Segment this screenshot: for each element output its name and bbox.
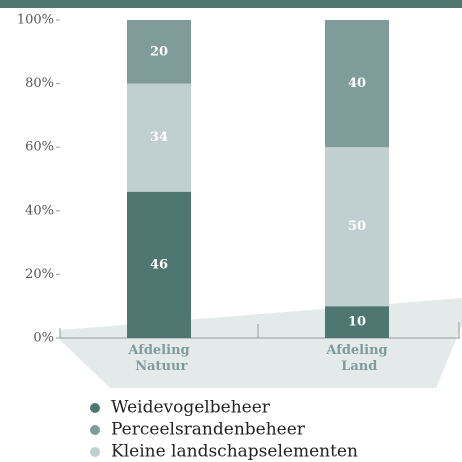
bar-segment xyxy=(325,306,389,338)
y-tick-label: 40% xyxy=(25,203,54,218)
legend-marker xyxy=(90,425,100,435)
data-label: 50 xyxy=(348,219,366,234)
y-tick-label: 100% xyxy=(17,13,54,28)
y-tick-label: 80% xyxy=(25,76,54,91)
x-tick-label: Afdeling Land xyxy=(325,343,387,374)
data-label: 34 xyxy=(150,130,168,145)
x-tick-label: Afdeling Natuur xyxy=(127,343,189,374)
y-tick-label: 20% xyxy=(25,267,54,282)
bar-segment xyxy=(127,83,191,192)
bar-segment xyxy=(127,191,191,338)
data-label: 40 xyxy=(348,76,366,91)
y-tick-label: 60% xyxy=(25,140,54,155)
data-label: 10 xyxy=(348,315,366,330)
bar-segment xyxy=(127,20,191,84)
floor xyxy=(60,298,462,388)
header-strip xyxy=(0,0,462,8)
legend-marker xyxy=(90,447,100,457)
bar-segment xyxy=(325,147,389,307)
data-label: 46 xyxy=(150,257,168,272)
legend-label: Weidevogelbeheer xyxy=(111,398,271,418)
legend-marker xyxy=(90,403,100,413)
data-label: 20 xyxy=(150,44,168,59)
y-tick-label: 0% xyxy=(33,331,54,346)
bar-segment xyxy=(325,20,389,148)
legend-label: Perceelsrandenbeheer xyxy=(111,420,306,440)
legend-label: Kleine landschapselementen xyxy=(111,442,358,462)
